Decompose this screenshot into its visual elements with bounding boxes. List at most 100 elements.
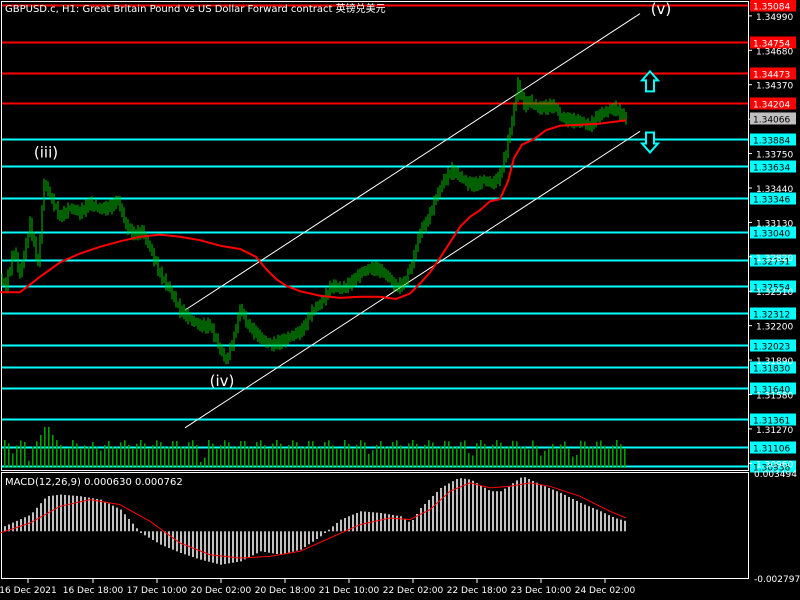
level-label-box-11 — [750, 339, 796, 352]
volume-bar — [596, 441, 598, 468]
macd-histogram-bar — [536, 482, 538, 532]
macd-histogram-bar — [544, 486, 546, 532]
volume-bar — [44, 427, 46, 468]
volume-bar — [436, 447, 438, 468]
level-label-7: 1.33040 — [753, 230, 790, 240]
volume-bar — [312, 441, 314, 468]
volume-bar — [256, 442, 258, 468]
volume-bar — [384, 446, 386, 468]
volume-bar — [84, 445, 86, 468]
macd-histogram-bar — [420, 507, 422, 532]
macd-histogram-bar — [188, 531, 190, 556]
price-tick-label-12: 1.31270 — [756, 426, 793, 436]
wave-annotations: (iii) (iv) (v) — [34, 0, 671, 390]
volume-bar — [232, 447, 234, 468]
volume-bar — [376, 444, 378, 468]
macd-histogram-bar — [468, 479, 470, 532]
level-label-0: 1.35084 — [753, 3, 790, 13]
macd-histogram-bar — [404, 518, 406, 532]
macd-histogram-bar — [436, 491, 438, 532]
trend-channel — [184, 13, 641, 429]
wave-label-0: (iii) — [34, 143, 58, 161]
macd-indicator: 0.003494 -0.002797 — [0, 470, 800, 585]
macd-histogram-bar — [592, 507, 594, 532]
macd-histogram-bar — [528, 479, 530, 532]
level-label-box-16 — [750, 460, 796, 473]
volume-bar — [356, 444, 358, 468]
level-label-16: 1.30936 — [753, 464, 790, 474]
volume-bar — [208, 440, 210, 468]
time-tick-label-9: 24 Dec 02:00 — [575, 586, 636, 596]
macd-histogram-bar — [288, 531, 290, 553]
price-tick-label-11: 1.31580 — [756, 391, 793, 401]
volume-bar — [12, 453, 14, 468]
macd-histogram-bar — [272, 531, 274, 554]
macd-histogram-bar — [64, 494, 66, 532]
macd-histogram-bar — [72, 495, 74, 532]
volume-bar — [424, 444, 426, 468]
macd-histogram-bar — [624, 520, 626, 532]
channel-line-0 — [184, 13, 641, 311]
macd-histogram-bar — [484, 487, 486, 532]
volume-bar — [56, 440, 58, 468]
arrow-down-icon — [639, 131, 661, 154]
volume-bar — [320, 447, 322, 468]
volume-bar — [392, 441, 394, 468]
volume-bar — [340, 449, 342, 468]
macd-pane-border — [1, 472, 749, 579]
macd-signal-line — [0, 482, 627, 559]
channel-line-1 — [184, 130, 641, 429]
volume-bar — [428, 440, 430, 468]
macd-histogram-bar — [56, 495, 58, 532]
macd-histogram-bar — [384, 513, 386, 532]
macd-histogram-bar — [496, 491, 498, 532]
macd-histogram-bar — [264, 531, 266, 553]
volume-bar — [148, 447, 150, 468]
price-tick-label-8: 1.32510 — [756, 288, 793, 298]
volume-bar — [212, 443, 214, 468]
macd-histogram-bar — [132, 523, 134, 532]
price-tick-label-0: 1.34990 — [756, 13, 793, 23]
level-label-9: 1.32554 — [753, 284, 790, 294]
time-tick-label-5: 21 Dec 10:00 — [319, 586, 380, 596]
macd-histogram-bar — [396, 515, 398, 532]
macd-histogram-bar — [292, 531, 294, 552]
macd-histogram-bar — [368, 511, 370, 532]
level-label-box-1 — [750, 36, 796, 49]
volume-bar — [88, 446, 90, 468]
macd-histogram-bar — [112, 505, 114, 532]
macd-histogram-bar — [400, 516, 402, 532]
volume-bar — [372, 450, 374, 468]
macd-histogram-bar — [460, 478, 462, 532]
moving-average — [0, 119, 627, 301]
macd-histogram-bar — [472, 480, 474, 532]
level-label-2: 1.34473 — [753, 71, 790, 81]
volume-bar — [488, 447, 490, 468]
macd-histogram-bar — [12, 522, 14, 532]
macd-histogram-bar — [588, 506, 590, 532]
volume-bar — [332, 445, 334, 468]
volume-bar — [292, 440, 294, 468]
macd-histogram-bar — [236, 531, 238, 563]
price-tick-label-4: 1.33750 — [756, 151, 793, 161]
macd-histogram-bar — [140, 531, 142, 533]
volume-bar — [484, 444, 486, 468]
volume-bar — [204, 457, 206, 468]
level-label-8: 1.32791 — [753, 258, 790, 268]
volume-bar — [532, 440, 534, 468]
macd-histogram-bar — [556, 491, 558, 532]
macd-histogram-bar — [584, 504, 586, 532]
macd-histogram-bar — [152, 531, 154, 540]
volume-bar — [528, 449, 530, 468]
macd-histogram-bar — [124, 514, 126, 532]
macd-histogram-bar — [220, 531, 222, 565]
macd-histogram-bar — [596, 509, 598, 532]
price-axis: 1.35084 1.34754 1.34473 1.34204 1.33884 1.336… — [748, 0, 796, 474]
volume-bar — [456, 447, 458, 468]
volume-bar — [548, 447, 550, 468]
volume-bar — [580, 440, 582, 468]
level-label-box-6 — [750, 192, 796, 205]
time-tick-label-6: 22 Dec 02:00 — [383, 586, 444, 596]
volume-bar — [92, 442, 94, 468]
